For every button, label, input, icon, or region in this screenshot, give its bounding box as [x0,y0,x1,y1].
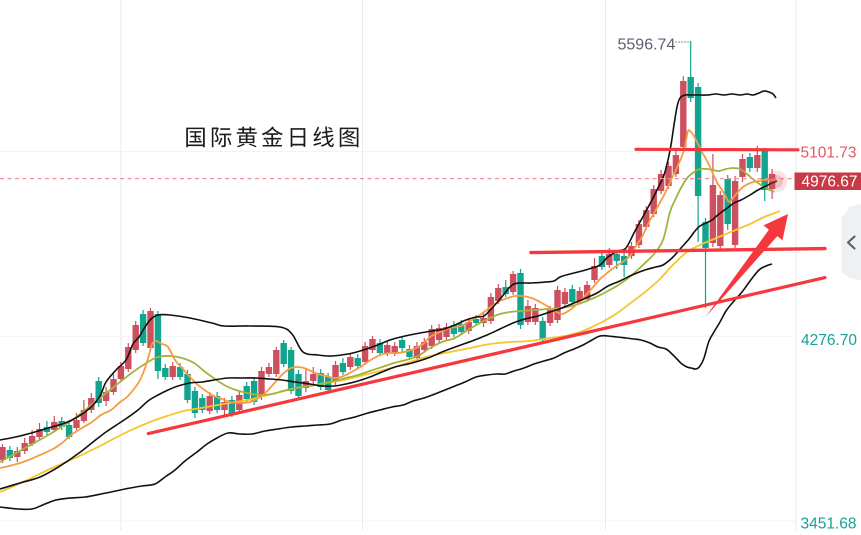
svg-text:5101.73: 5101.73 [801,145,857,162]
svg-text:5596.74: 5596.74 [618,37,676,54]
svg-text:4276.70: 4276.70 [801,332,857,349]
svg-text:4976.67: 4976.67 [802,174,858,191]
svg-text:3451.68: 3451.68 [801,516,857,531]
